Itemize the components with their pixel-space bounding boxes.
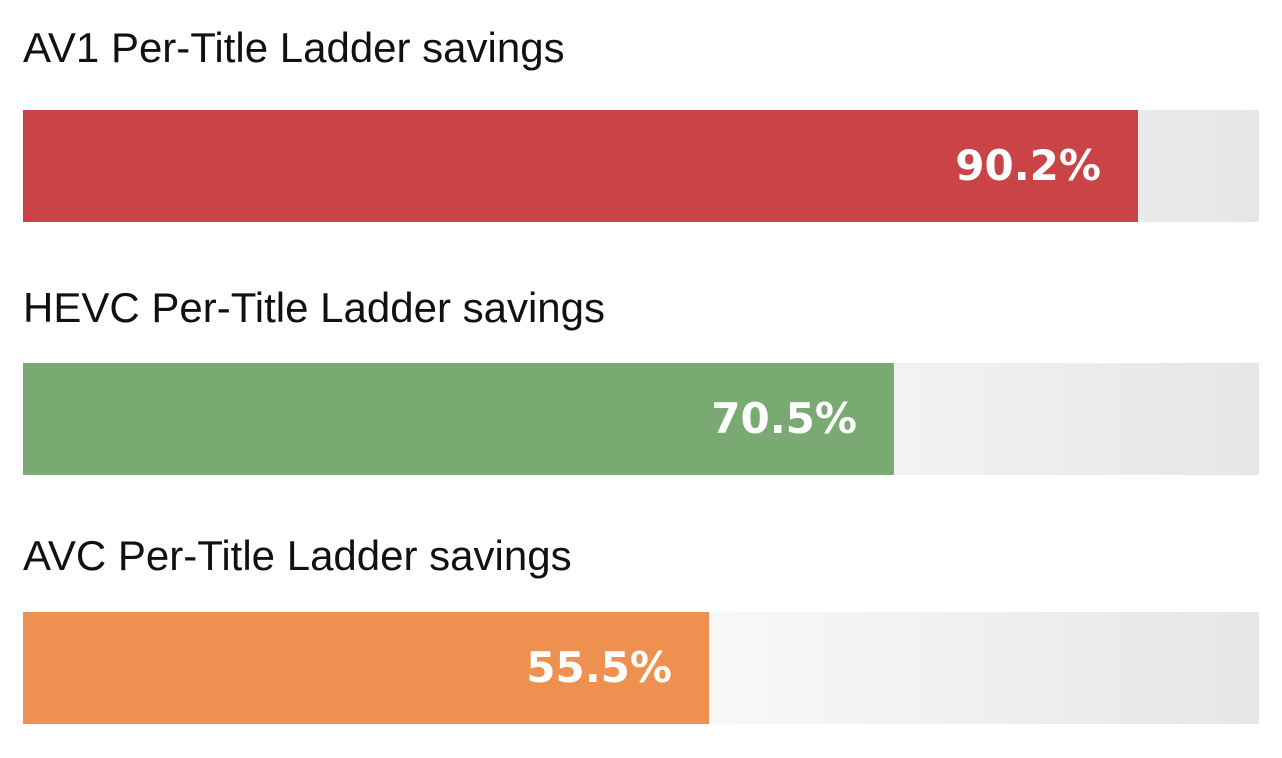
bar-fill-avc: 55.5% — [23, 612, 709, 724]
bar-track-av1: 90.2% — [23, 110, 1259, 222]
value-label-av1: 90.2% — [955, 141, 1101, 190]
bar-fill-av1: 90.2% — [23, 110, 1138, 222]
bar-fill-hevc: 70.5% — [23, 363, 894, 475]
bar-track-hevc: 70.5% — [23, 363, 1259, 475]
value-label-avc: 55.5% — [526, 643, 672, 692]
category-label-avc: AVC Per-Title Ladder savings — [23, 532, 572, 579]
category-label-hevc: HEVC Per-Title Ladder savings — [23, 284, 606, 331]
savings-bar-chart: AV1 Per-Title Ladder savings 90.2% HEVC … — [23, 0, 1259, 758]
bar-track-avc: 55.5% — [23, 612, 1259, 724]
value-label-hevc: 70.5% — [711, 394, 857, 443]
category-label-av1: AV1 Per-Title Ladder savings — [23, 24, 565, 71]
